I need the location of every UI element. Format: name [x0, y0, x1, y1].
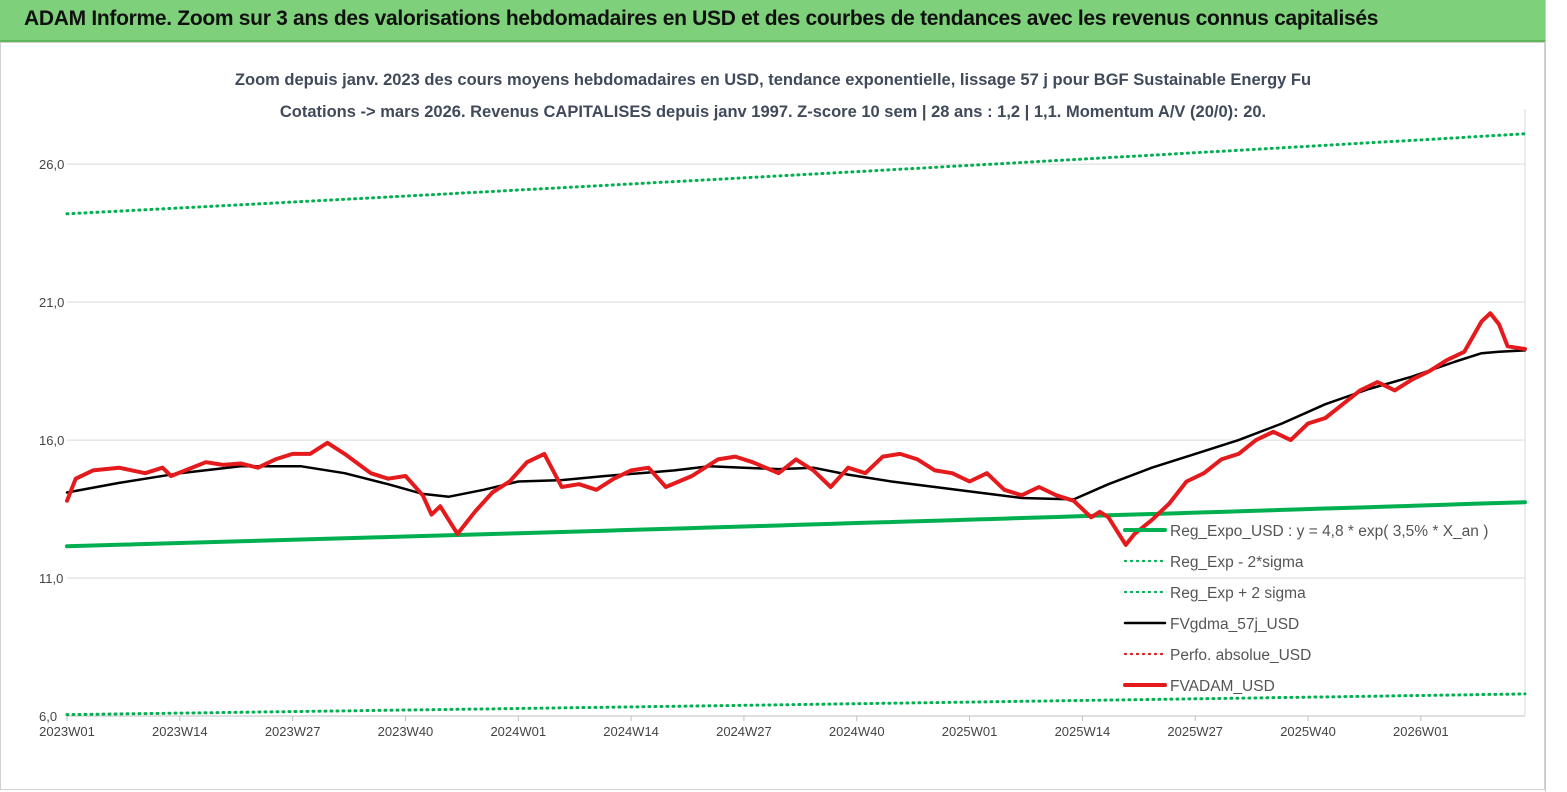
series-line-2	[65, 132, 1527, 216]
x-tick-label: 2023W27	[265, 724, 321, 739]
x-tick-label: 2025W01	[942, 724, 998, 739]
legend-label-0: Reg_Expo_USD : y = 4,8 * exp( 3,5% * X_a…	[1170, 523, 1488, 540]
banner-title: ADAM Informe. Zoom sur 3 ans des valoris…	[24, 7, 1379, 30]
series-group	[65, 132, 1527, 717]
y-axis-ticks: 6,0 11,0 16,0 21,0 26,0	[39, 157, 64, 724]
x-tick-label: 2026W01	[1393, 724, 1449, 739]
series-line-0	[65, 500, 1527, 549]
report-banner: ADAM Informe. Zoom sur 3 ans des valoris…	[0, 0, 1545, 42]
x-tick-label: 2025W27	[1167, 724, 1223, 739]
x-tick-label: 2024W27	[716, 724, 772, 739]
y-tick-label: 26,0	[39, 157, 64, 172]
chart-title-line-2: Cotations -> mars 2026. Revenus CAPITALI…	[280, 103, 1266, 121]
x-tick-label: 2024W40	[829, 724, 885, 739]
series-line-5	[65, 311, 1527, 547]
legend-label-5: FVADAM_USD	[1170, 678, 1275, 695]
chart-title-line-1: Zoom depuis janv. 2023 des cours moyens …	[235, 71, 1311, 89]
y-tick-label: 21,0	[39, 295, 64, 310]
grid-lines	[67, 109, 1526, 717]
x-tick-label: 2024W01	[490, 724, 546, 739]
y-tick-label: 16,0	[39, 433, 64, 448]
legend: Reg_Expo_USD : y = 4,8 * exp( 3,5% * X_a…	[1123, 523, 1488, 695]
x-tick-label: 2023W14	[152, 724, 208, 739]
legend-label-3: FVgdma_57j_USD	[1170, 616, 1299, 633]
y-tick-label: 6,0	[39, 709, 57, 724]
series-line-1	[65, 692, 1527, 717]
x-tick-label: 2025W14	[1055, 724, 1111, 739]
legend-label-1: Reg_Exp - 2*sigma	[1170, 554, 1304, 571]
chart-frame: Zoom depuis janv. 2023 des cours moyens …	[0, 42, 1545, 790]
x-tick-label: 2025W40	[1280, 724, 1336, 739]
right-edge-strip	[1545, 0, 1567, 792]
x-tick-label: 2023W01	[39, 724, 95, 739]
line-chart: Zoom depuis janv. 2023 des cours moyens …	[39, 71, 1527, 739]
x-tick-label: 2024W14	[603, 724, 659, 739]
y-tick-label: 11,0	[39, 571, 63, 586]
series-line-3	[65, 349, 1527, 501]
x-tick-label: 2023W40	[378, 724, 434, 739]
legend-label-4: Perfo. absolue_USD	[1170, 647, 1311, 664]
legend-label-2: Reg_Exp + 2 sigma	[1170, 585, 1306, 602]
x-axis-ticks: 2023W01 2023W14 2023W27 2023W40 2024W01 2024W…	[39, 716, 1449, 739]
